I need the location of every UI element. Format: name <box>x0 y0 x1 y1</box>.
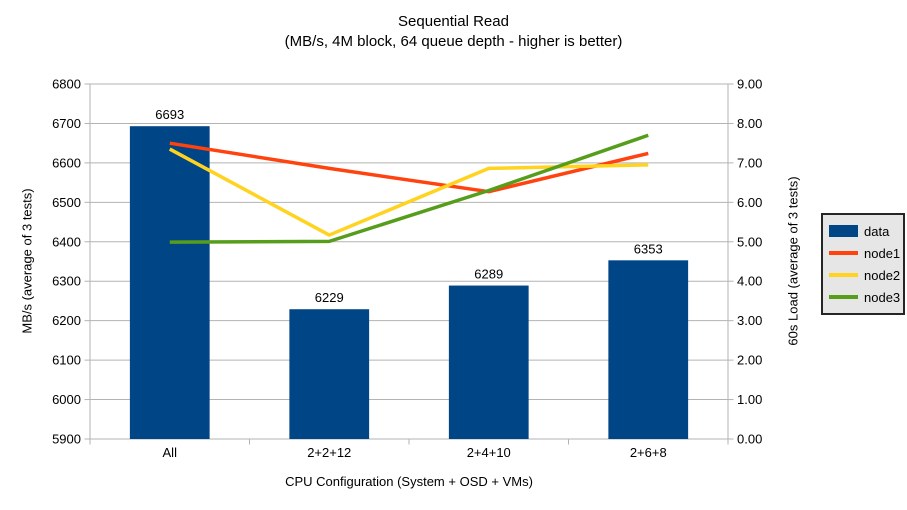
bar-All <box>129 126 210 439</box>
bar-2+6+8 <box>608 260 689 439</box>
x-category-label: 2+2+12 <box>307 445 351 460</box>
left-y-tick-label: 6800 <box>52 77 81 92</box>
right-y-tick-label: 9.00 <box>737 77 762 92</box>
right-y-tick-label: 5.00 <box>737 234 762 249</box>
line-series-node2 <box>168 147 649 237</box>
left-y-tick-label: 6100 <box>52 353 81 368</box>
right-y-tick-label: 0.00 <box>737 432 762 447</box>
legend-item-data: data <box>829 220 897 242</box>
bar-value-label: 6229 <box>315 290 344 305</box>
left-y-tick-label: 6500 <box>52 195 81 210</box>
legend: data node1 node2 node3 <box>821 213 905 315</box>
left-y-tick-label: 5900 <box>52 432 81 447</box>
chart-title: Sequential Read <box>398 13 509 30</box>
right-y-tick-label: 3.00 <box>737 313 762 328</box>
bar-value-label: 6353 <box>634 241 663 256</box>
left-y-tick-label: 6600 <box>52 155 81 170</box>
left-y-tick-label: 6000 <box>52 392 81 407</box>
legend-label: node2 <box>864 267 901 283</box>
left-y-tick-label: 6400 <box>52 234 81 249</box>
right-y-tick-label: 6.00 <box>737 195 762 210</box>
legend-label: data <box>864 223 890 239</box>
chart-subtitle: (MB/s, 4M block, 64 queue depth - higher… <box>284 33 623 50</box>
bar-2+4+10 <box>448 285 529 439</box>
right-y-tick-label: 1.00 <box>737 392 762 407</box>
bar-2+2+12 <box>289 309 370 439</box>
x-category-label: 2+6+8 <box>630 445 667 460</box>
right-y-tick-label: 8.00 <box>737 116 762 131</box>
left-y-axis-title: MB/s (average of 3 tests) <box>19 188 35 334</box>
legend-label: node3 <box>864 289 901 305</box>
legend-item-node3: node3 <box>829 286 901 308</box>
legend-line-swatch-icon <box>829 251 858 255</box>
legend-item-node1: node1 <box>829 242 901 264</box>
bar-value-label: 6289 <box>474 267 503 282</box>
legend-line-swatch-icon <box>829 295 858 299</box>
right-y-tick-label: 2.00 <box>737 353 762 368</box>
left-y-tick-label: 6300 <box>52 274 81 289</box>
right-y-axis-title: 60s Load (average of 3 tests) <box>785 176 801 346</box>
x-category-label: All <box>163 445 178 460</box>
line-series-node1 <box>169 141 649 194</box>
left-y-tick-label: 6200 <box>52 313 81 328</box>
x-axis-title: CPU Configuration (System + OSD + VMs) <box>285 474 533 489</box>
legend-bar-swatch-icon <box>829 225 858 237</box>
legend-item-node2: node2 <box>829 264 901 286</box>
legend-label: node1 <box>864 245 901 261</box>
bar-value-label: 6693 <box>155 107 184 122</box>
right-y-tick-label: 4.00 <box>737 274 762 289</box>
line-series-node3 <box>169 133 649 244</box>
left-y-tick-label: 6700 <box>52 116 81 131</box>
right-y-tick-label: 7.00 <box>737 155 762 170</box>
x-category-label: 2+4+10 <box>467 445 511 460</box>
legend-line-swatch-icon <box>829 273 858 277</box>
